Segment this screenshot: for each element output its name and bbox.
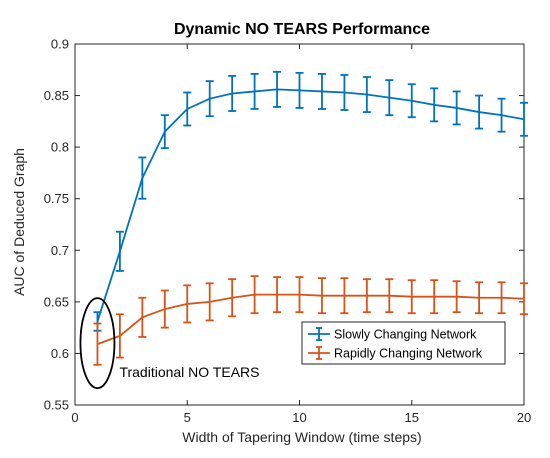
x-tick-label: 20	[517, 410, 531, 425]
error-bar	[160, 114, 169, 150]
y-tick-label: 0.7	[51, 243, 69, 258]
error-bar	[205, 80, 214, 118]
error-bar	[385, 79, 394, 117]
x-tick-label: 0	[71, 410, 78, 425]
error-bar	[407, 279, 416, 315]
error-bar	[452, 90, 461, 126]
error-bar	[475, 94, 484, 130]
error-bar	[362, 278, 371, 314]
error-bar	[520, 282, 528, 316]
chart-title: Dynamic NO TEARS Performance	[174, 21, 430, 38]
error-bar	[430, 87, 439, 123]
annotation-text: Traditional NO TEARS	[119, 364, 259, 380]
legend-item: Rapidly Changing Network	[308, 346, 483, 361]
legend-label: Slowly Changing Network	[334, 328, 477, 342]
annotation-ellipse	[79, 297, 116, 390]
y-axis-label: AUC of Deduced Graph	[11, 148, 27, 296]
error-bar	[228, 278, 237, 318]
error-bar	[295, 71, 304, 109]
x-tick-label: 15	[405, 410, 419, 425]
error-bar	[183, 284, 192, 324]
legend-item: Slowly Changing Network	[308, 327, 477, 342]
y-tick-label: 0.8	[51, 140, 69, 155]
plot-area: 0 5 10 15 20 0.55 0.6 0.65 0.7 0.75 0.8 0.85 0.9 Tra…	[44, 37, 532, 426]
error-bar	[93, 322, 102, 366]
error-bar	[250, 73, 259, 110]
error-bar	[362, 76, 371, 113]
error-bar	[340, 74, 349, 111]
error-bar	[273, 70, 282, 108]
error-bar	[430, 279, 439, 315]
y-tick-label: 0.9	[51, 37, 69, 52]
y-tick-label: 0.55	[44, 398, 69, 413]
error-bar	[497, 281, 506, 315]
x-tick-label: 5	[184, 410, 191, 425]
axis-ticks: 0 5 10 15 20 0.55 0.6 0.65 0.7 0.75 0.8 0.85 0.9	[44, 37, 532, 426]
legend: Slowly Changing Network Rapidly Changing …	[301, 321, 506, 365]
error-bar	[183, 91, 192, 127]
error-bar	[317, 73, 326, 110]
series-line	[97, 293, 525, 345]
error-bar	[452, 280, 461, 314]
error-bar	[273, 276, 282, 314]
error-bar	[160, 289, 169, 329]
y-tick-label: 0.65	[44, 294, 69, 309]
series-slowly-changing-network	[93, 70, 528, 332]
series-line	[96, 88, 525, 322]
error-bar	[520, 101, 528, 137]
error-bar	[138, 156, 147, 200]
error-bar	[475, 281, 484, 315]
y-tick-label: 0.75	[44, 191, 69, 206]
error-bar	[138, 296, 147, 338]
annotation-layer: Traditional NO TEARS	[79, 297, 260, 390]
x-axis-label: Width of Tapering Window (time steps)	[182, 429, 421, 445]
error-bar	[115, 230, 124, 272]
error-bar	[407, 83, 416, 119]
legend-label: Rapidly Changing Network	[334, 347, 483, 361]
error-bar	[385, 278, 394, 314]
error-bar	[250, 275, 259, 315]
y-tick-label: 0.85	[44, 88, 69, 103]
error-bar	[228, 75, 237, 112]
error-bar	[340, 277, 349, 315]
series-rapidly-changing-network	[93, 275, 528, 366]
y-tick-label: 0.6	[51, 346, 69, 361]
error-bar	[115, 313, 124, 359]
error-bar	[295, 276, 304, 314]
error-bar	[497, 97, 506, 133]
x-tick-label: 10	[292, 410, 306, 425]
series-layer	[93, 70, 528, 366]
error-bar	[317, 277, 326, 315]
error-bar	[205, 282, 214, 322]
legend-box	[301, 321, 506, 365]
